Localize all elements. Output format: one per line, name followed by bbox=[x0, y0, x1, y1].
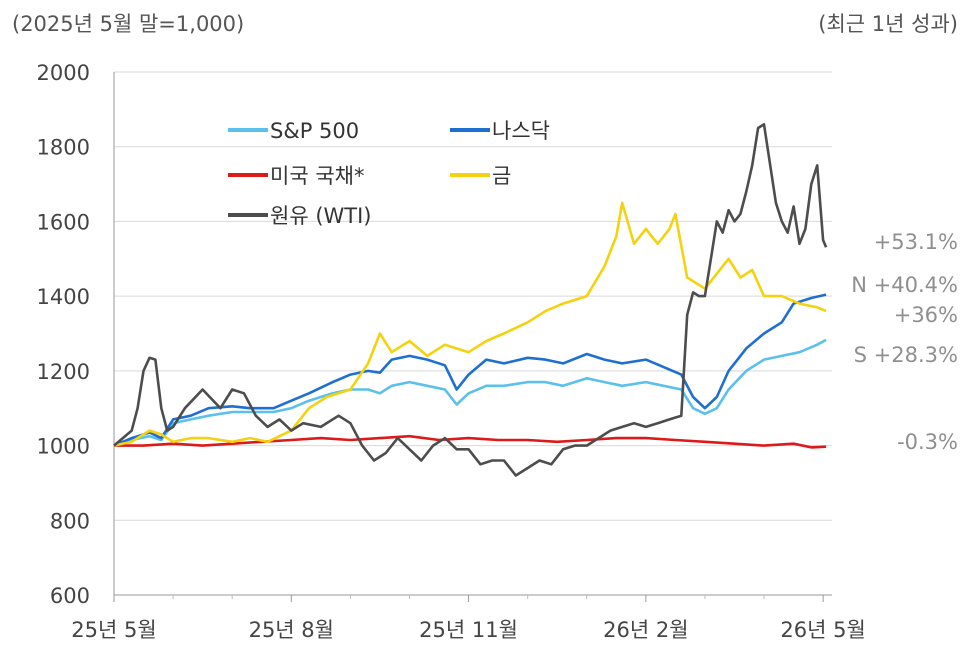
x-tick-label: 25년 11월 bbox=[419, 618, 518, 642]
series-line-3 bbox=[113, 201, 827, 447]
series-lines bbox=[113, 123, 828, 477]
x-tick-label: 26년 2월 bbox=[603, 618, 688, 642]
chart-subtitle-left: (2025년 5월 말=1,000) bbox=[12, 12, 244, 36]
series-line-2 bbox=[114, 434, 827, 449]
legend-label: 나스닥 bbox=[492, 119, 550, 143]
end-label-0: S +28.3% bbox=[854, 343, 958, 367]
end-labels: S +28.3% N +40.4% -0.3% +36% +53.1% bbox=[851, 230, 958, 454]
legend-label: 금 bbox=[492, 164, 511, 188]
y-tick-label: 2000 bbox=[37, 61, 90, 85]
chart-subtitle-right: (최근 1년 성과) bbox=[818, 12, 958, 36]
y-tick-label: 1800 bbox=[37, 136, 90, 160]
end-label-2: -0.3% bbox=[897, 430, 958, 454]
y-tick-label: 1200 bbox=[37, 360, 90, 384]
y-tick-label: 1600 bbox=[37, 210, 90, 234]
series-line-4 bbox=[113, 123, 828, 477]
end-label-1: N +40.4% bbox=[851, 273, 958, 297]
y-tick-label: 1000 bbox=[37, 435, 90, 459]
legend-label: 미국 국채* bbox=[270, 164, 364, 188]
series-line-0 bbox=[113, 338, 827, 447]
legend-label: 원유 (WTI) bbox=[270, 204, 372, 228]
y-tick-label: 600 bbox=[50, 584, 90, 608]
y-tick-label: 1400 bbox=[37, 285, 90, 309]
x-tick-label: 26년 5월 bbox=[780, 618, 865, 642]
end-label-4: +53.1% bbox=[874, 230, 958, 254]
y-tick-label: 800 bbox=[50, 509, 90, 533]
axes: 2000 1800 1600 1400 1200 1000 800 600 25년 5월 25년 … bbox=[37, 61, 866, 642]
series-line-1 bbox=[113, 293, 827, 447]
end-label-3: +36% bbox=[894, 303, 958, 327]
legend-label: S&P 500 bbox=[270, 119, 359, 143]
x-tick-label: 25년 5월 bbox=[71, 618, 156, 642]
x-tick-label: 25년 8월 bbox=[249, 618, 334, 642]
